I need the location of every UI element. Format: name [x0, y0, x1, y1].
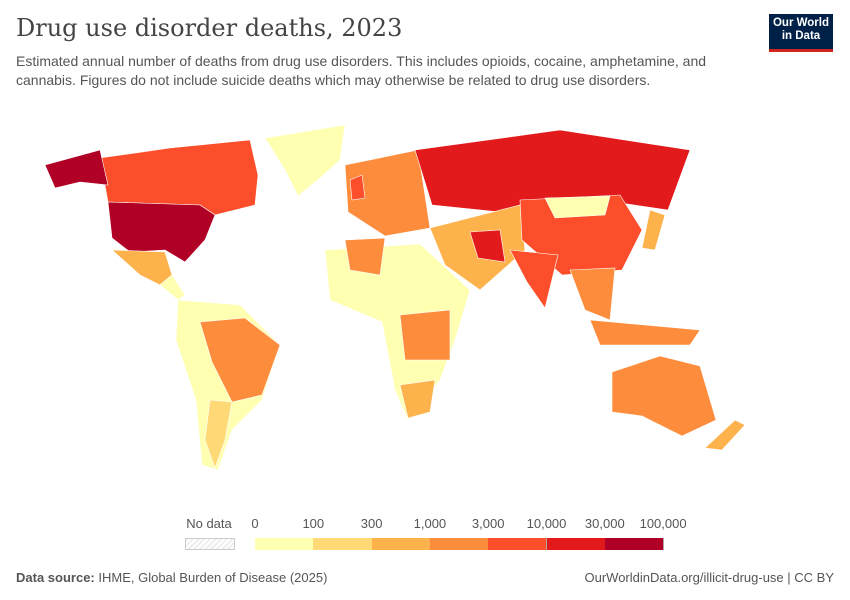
legend-bin[interactable]	[546, 538, 606, 550]
legend-tick: 100	[302, 516, 325, 531]
region-southeast-asia[interactable]	[569, 267, 616, 321]
legend-no-data-swatch	[185, 538, 235, 550]
region-japan[interactable]	[641, 209, 666, 251]
region-australia[interactable]	[611, 355, 717, 437]
logo-line1: Our World	[772, 17, 829, 29]
data-source: Data source: IHME, Global Burden of Dise…	[16, 570, 327, 585]
source-text: IHME, Global Burden of Disease (2025)	[98, 570, 328, 585]
legend-tick: 1,000	[413, 516, 447, 531]
region-europe[interactable]	[344, 149, 431, 237]
source-label: Data source:	[16, 570, 95, 585]
owid-logo[interactable]: Our World in Data	[769, 14, 833, 52]
logo-line2: in Data	[781, 30, 821, 42]
legend-bin[interactable]	[255, 538, 315, 550]
region-usa[interactable]	[107, 201, 216, 263]
legend-bin[interactable]	[604, 538, 665, 550]
region-mongolia[interactable]	[544, 195, 611, 219]
region-iran[interactable]	[469, 229, 506, 263]
legend-tick: 300	[360, 516, 383, 531]
legend-bin[interactable]	[429, 538, 490, 550]
legend-tick: 100,000	[639, 516, 687, 531]
chart-subtitle: Estimated annual number of deaths from d…	[16, 53, 707, 88]
legend-bin[interactable]	[371, 538, 431, 550]
legend-no-data-label: No data	[186, 516, 232, 531]
legend-tick: 3,000	[471, 516, 505, 531]
region-brazil[interactable]	[199, 317, 281, 403]
region-indonesia[interactable]	[589, 319, 701, 346]
region-alaska[interactable]	[44, 149, 109, 189]
region-algeria[interactable]	[344, 237, 386, 276]
region-central-africa[interactable]	[399, 309, 451, 361]
region-central-america[interactable]	[159, 274, 186, 301]
region-uk[interactable]	[349, 174, 366, 201]
region-south-africa[interactable]	[399, 379, 436, 419]
source-link[interactable]: OurWorldinData.org/illicit-drug-use | CC…	[584, 570, 835, 585]
legend-tick: 30,000	[584, 516, 625, 531]
chart-title: Drug use disorder deaths, 2023	[16, 14, 403, 42]
legend-tick: 10,000	[526, 516, 567, 531]
world-map	[44, 124, 746, 471]
legend-tick: 0	[251, 516, 259, 531]
region-argentina[interactable]	[204, 399, 233, 469]
legend-bin[interactable]	[488, 538, 548, 550]
region-new-zealand[interactable]	[704, 419, 746, 451]
region-russia[interactable]	[414, 129, 691, 213]
region-india[interactable]	[509, 249, 559, 309]
region-mexico[interactable]	[111, 249, 173, 286]
region-greenland[interactable]	[264, 124, 346, 197]
legend-bin[interactable]	[313, 538, 373, 550]
